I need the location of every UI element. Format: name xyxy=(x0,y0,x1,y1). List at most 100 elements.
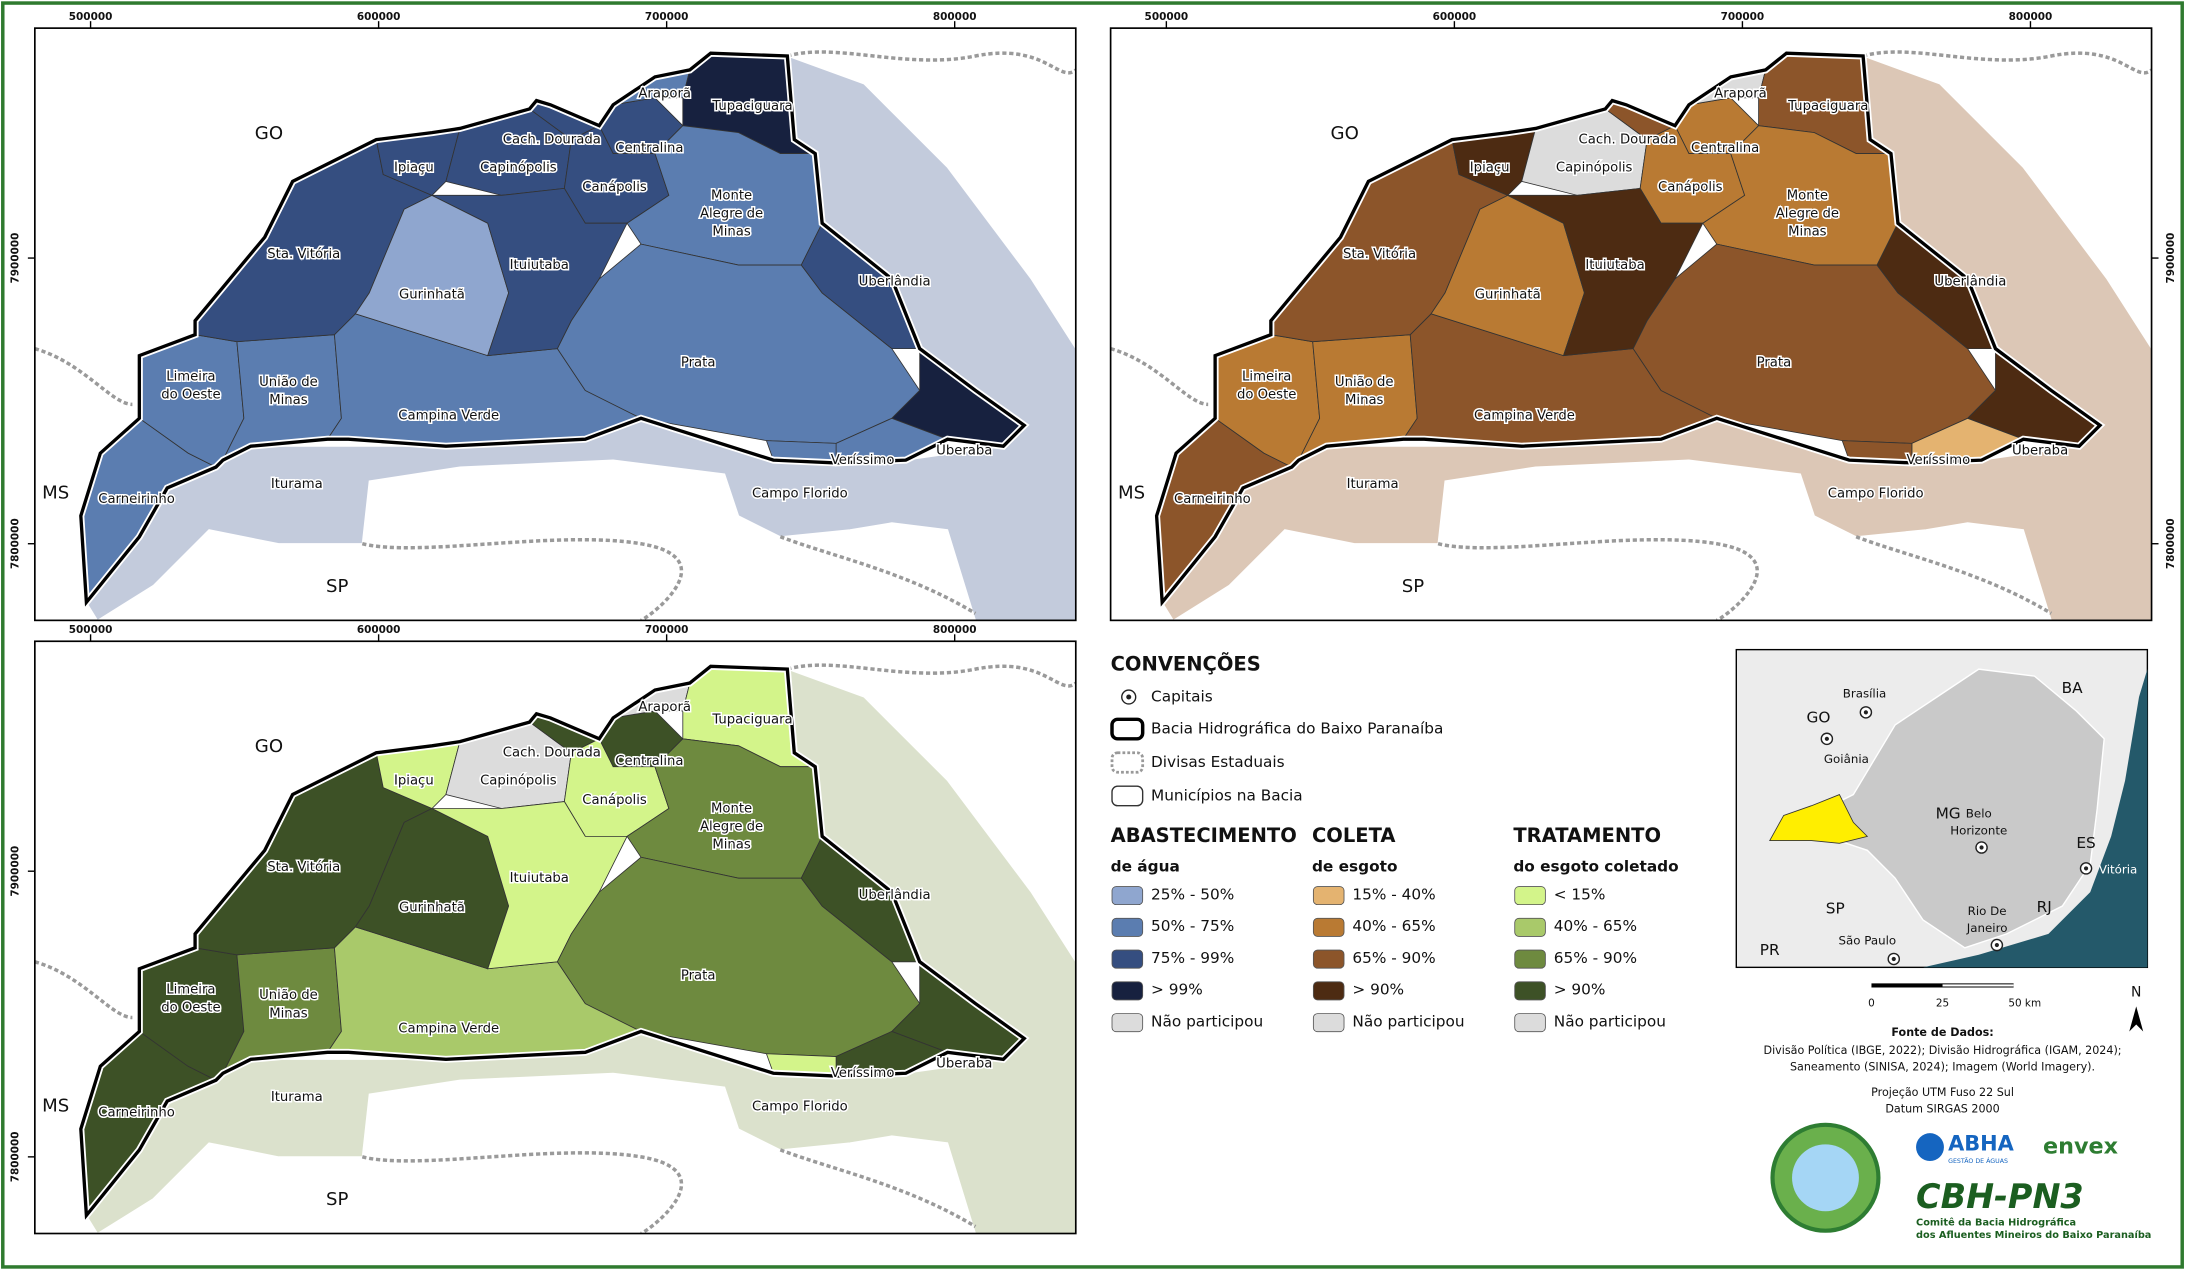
map-content: Carneirinho Limeira do Oeste União de Minas C… xyxy=(1110,28,2152,621)
municipality-label: Sta. Vitória xyxy=(267,859,340,875)
basin-outline xyxy=(79,51,1027,607)
grid-label: 500000 xyxy=(69,624,113,636)
capital-symbol-dot xyxy=(1863,710,1868,715)
municipality-label: Capinópolis xyxy=(1556,159,1633,175)
logo-inner xyxy=(1792,1144,1859,1212)
municipality-label: Uberaba xyxy=(2012,443,2068,458)
municipality-label: Campina Verde xyxy=(1474,409,1575,424)
legend-heading: TRATAMENTO xyxy=(1513,824,1661,847)
legend-label: 40% - 65% xyxy=(1352,917,1435,935)
municipality-label: Capinópolis xyxy=(480,159,557,175)
legend-swatch xyxy=(1514,1013,1546,1033)
municipality-label: Minas xyxy=(712,225,751,240)
map-frame xyxy=(34,640,1077,1235)
capital-symbol-dot xyxy=(1824,736,1829,741)
grid-label: 800000 xyxy=(2009,11,2053,23)
basin-outline xyxy=(79,664,1027,1220)
municipality-label: Monte xyxy=(711,188,752,203)
municipality-label: Ipiaçu xyxy=(394,160,434,175)
grid-label: 7900000 xyxy=(9,846,21,897)
municipality-label: Prata xyxy=(1757,356,1792,371)
source-title: Fonte de Dados: xyxy=(1891,1026,1993,1039)
legend-heading: COLETA xyxy=(1312,824,1396,847)
grid-label: 7800000 xyxy=(9,1131,21,1182)
municipality-label: Centralina xyxy=(615,754,683,769)
inset-label: PR xyxy=(1760,941,1780,959)
state-label: MS xyxy=(42,483,69,504)
municipality-label: Araporã xyxy=(638,87,691,102)
grid-label: 600000 xyxy=(357,11,401,23)
municipality-label: Alegre de xyxy=(700,206,763,221)
municipality-label: Cach. Dourada xyxy=(1579,133,1677,148)
municipality-label: Gurinhatã xyxy=(399,900,465,915)
municipality-label: Veríssimo xyxy=(1907,452,1971,468)
inset-label: BA xyxy=(2062,679,2084,697)
state-label: SP xyxy=(326,576,348,597)
capital-symbol-dot xyxy=(1994,942,1999,948)
map-panel: Carneirinho Limeira do Oeste União de Minas C… xyxy=(1109,11,2177,622)
legend-label: Não participou xyxy=(1352,1012,1464,1030)
sea xyxy=(1923,649,2148,968)
map-content: Carneirinho Limeira do Oeste União de Minas C… xyxy=(34,641,1076,1234)
municipality-label: Ituiutaba xyxy=(510,258,569,273)
map-frame xyxy=(34,27,1077,622)
grid-label: 700000 xyxy=(645,624,689,636)
municipality-label: do Oeste xyxy=(161,388,220,403)
municipality-label: Limeira xyxy=(166,370,215,385)
legend-swatch xyxy=(1111,949,1144,969)
legend-item: Bacia Hidrográfica do Baixo Paranaíba xyxy=(1151,720,1443,738)
legend-swatch xyxy=(1111,886,1144,906)
legend-label: 75% - 99% xyxy=(1151,949,1234,967)
municipality-label: Tupaciguara xyxy=(711,712,792,727)
source: Fonte de Dados: Divisão Política (IBGE, … xyxy=(1764,1026,2122,1116)
outside-area xyxy=(85,668,1076,1234)
inset-map: GO Brasília Goiânia BA MG Belo Horizonte ES Vitó… xyxy=(1735,648,2149,1032)
grid-label: 600000 xyxy=(1433,11,1477,23)
municipality-label: Uberaba xyxy=(936,443,992,458)
municipality-label: Minas xyxy=(1788,225,1827,240)
municipality-label: Araporã xyxy=(638,700,691,715)
municipality-label: Gurinhatã xyxy=(1475,287,1541,302)
municipality-label: União de xyxy=(259,988,318,1003)
source-line: Datum SIRGAS 2000 xyxy=(1885,1102,1999,1115)
municipality-label: Uberlândia xyxy=(1934,274,2006,290)
municipality-label: Ipiaçu xyxy=(394,774,434,789)
outside-area xyxy=(85,55,1076,621)
legend-swatch xyxy=(1514,917,1546,937)
municipality-label: Prata xyxy=(681,969,716,984)
legend-label: 65% - 90% xyxy=(1554,949,1637,967)
state-border xyxy=(34,663,1076,1234)
abha-sub: GESTÃO DE ÁGUAS xyxy=(1948,1156,2008,1165)
municipality-label: Veríssimo xyxy=(831,452,895,468)
grid-label: 7900000 xyxy=(9,233,21,284)
grid-label: 7800000 xyxy=(2165,518,2177,569)
map-frame xyxy=(1109,27,2153,622)
municipality-label: Carneirinho xyxy=(98,1105,175,1120)
grid-label: 800000 xyxy=(933,11,977,23)
north-arrow xyxy=(2129,1006,2144,1032)
state-label: MS xyxy=(42,1096,69,1117)
cbh-sub: Comitê da Bacia Hidrográfica xyxy=(1916,1216,2076,1228)
municipality-label: Veríssimo xyxy=(831,1065,895,1081)
legend-swatch xyxy=(1111,1013,1144,1033)
legend-swatch xyxy=(1514,949,1546,969)
municipality-label: Monte xyxy=(1787,188,1828,203)
municipality-label: Canápolis xyxy=(1658,179,1723,195)
municipality-label: Campo Florido xyxy=(1828,487,1924,502)
municipality-label: Sta. Vitória xyxy=(267,246,340,262)
municipality-label: Campina Verde xyxy=(398,409,499,424)
legend-swatch xyxy=(1514,886,1546,906)
grid-label: 7800000 xyxy=(9,518,21,569)
place-label: Iturama xyxy=(271,477,323,492)
legend-item: Capitais xyxy=(1151,688,1213,706)
legend-label: > 99% xyxy=(1151,981,1203,999)
municipality-label: Carneirinho xyxy=(98,492,175,507)
municipality-label: Campo Florido xyxy=(752,1100,848,1115)
municipality-label: Centralina xyxy=(1691,141,1759,156)
municipality-label: Minas xyxy=(1345,393,1384,408)
legend-label: 25% - 50% xyxy=(1151,885,1234,903)
municipality-label: Monte xyxy=(711,801,752,816)
municipality-label: Minas xyxy=(269,1006,308,1021)
cbh-sub: dos Afluentes Mineiros do Baixo Paranaíb… xyxy=(1916,1229,2151,1241)
